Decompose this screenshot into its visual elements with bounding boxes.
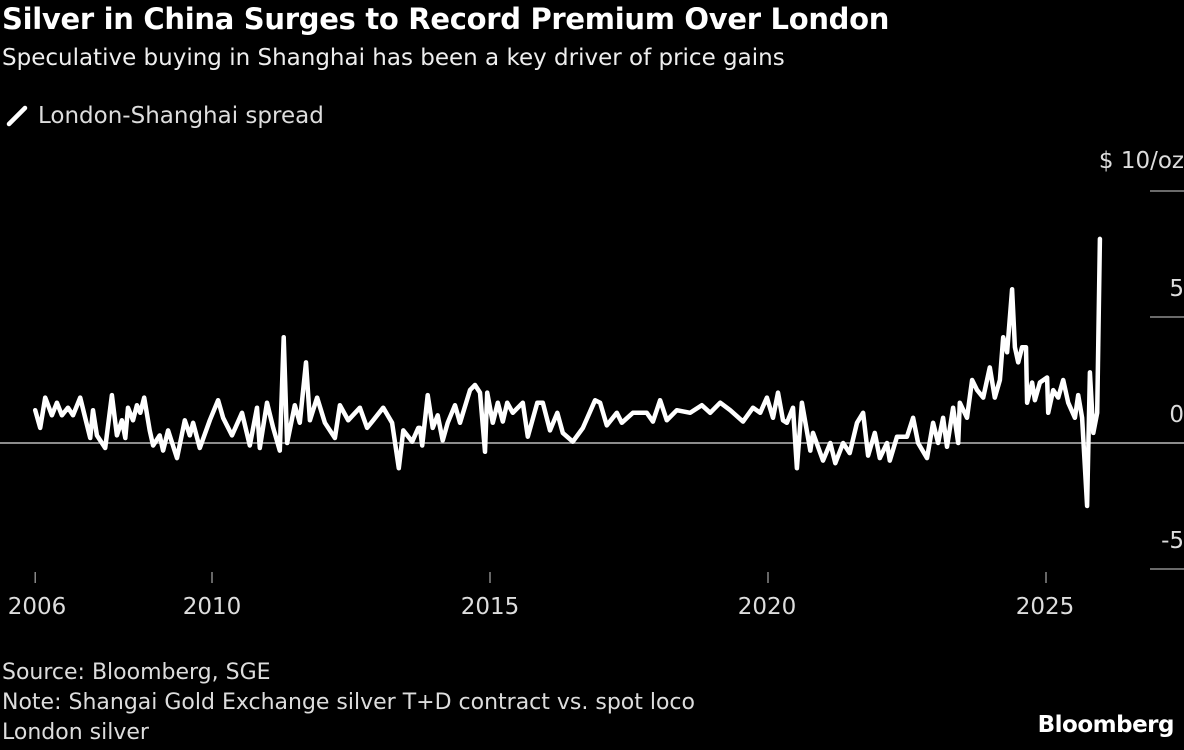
legend-entry: London-Shanghai spread xyxy=(38,103,324,129)
y-tick-label-0: 0 xyxy=(1169,402,1184,428)
y-tick-label-neg5: -5 xyxy=(1161,528,1184,554)
y-tick-label-5: 5 xyxy=(1169,276,1184,302)
x-tick-label-2015: 2015 xyxy=(460,594,520,620)
source-note: Source: Bloomberg, SGE xyxy=(2,660,271,685)
x-tick-label-2006: 2006 xyxy=(7,594,67,620)
chart-subtitle: Speculative buying in Shanghai has been … xyxy=(2,45,785,71)
footnote-line-2: London silver xyxy=(2,720,149,745)
footnote-line-1: Note: Shangai Gold Exchange silver T+D c… xyxy=(2,690,695,715)
legend-line-icon xyxy=(6,105,28,127)
legend: London-Shanghai spread xyxy=(6,103,324,129)
chart-title: Silver in China Surges to Record Premium… xyxy=(2,2,890,36)
x-tick-label-2010: 2010 xyxy=(182,594,242,620)
series-line-london-shanghai-spread xyxy=(32,236,1103,509)
x-tick-label-2025: 2025 xyxy=(1015,594,1075,620)
y-unit-label: $ 10/oz xyxy=(1098,148,1184,174)
x-tick-label-2020: 2020 xyxy=(737,594,797,620)
bloomberg-logo: Bloomberg xyxy=(1037,712,1175,738)
